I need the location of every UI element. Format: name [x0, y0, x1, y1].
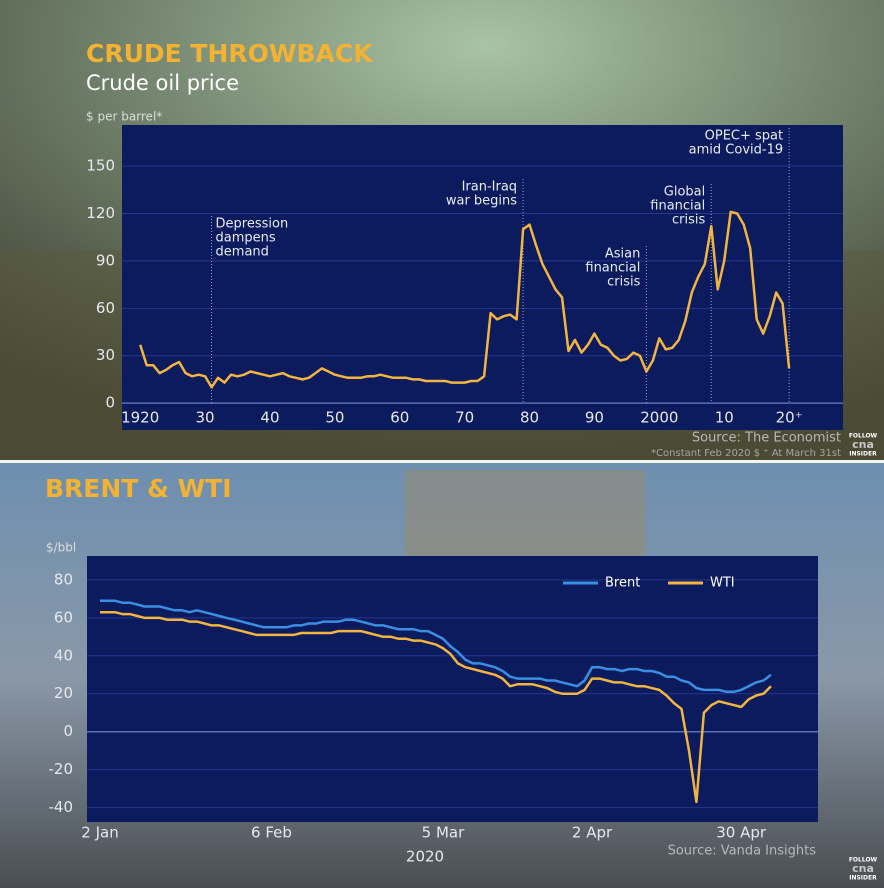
- divider: [0, 460, 884, 463]
- annotation: demand: [216, 245, 269, 260]
- y-tick-label: 0: [63, 722, 73, 740]
- x-tick-label: 1920: [121, 409, 159, 427]
- annotation: crisis: [672, 213, 705, 228]
- y-tick-label: 20: [54, 684, 73, 702]
- annotation: dampens: [216, 231, 276, 246]
- x-tick-label: 30 Apr: [716, 824, 767, 842]
- x-tick-label: 30: [196, 409, 215, 427]
- y-tick-label: 90: [96, 251, 115, 269]
- watermark: cna: [852, 862, 874, 875]
- y-axis-label: $/bbl: [46, 541, 76, 555]
- chart-title: BRENT & WTI: [45, 474, 232, 503]
- x-axis-label: 2020: [406, 848, 444, 866]
- annotation: Global: [664, 185, 705, 200]
- legend-label: WTI: [710, 576, 735, 591]
- data-line: [100, 599, 772, 694]
- footnote: *Constant Feb 2020 $ ⁺ At March 31st: [651, 448, 841, 459]
- watermark: FOLLOW: [849, 433, 878, 440]
- background-pumpjack: [405, 470, 645, 560]
- legend-label: Brent: [605, 576, 640, 591]
- annotation: OPEC+ spat: [705, 129, 783, 144]
- source: Source: The Economist: [692, 431, 841, 446]
- x-tick-label: 2 Apr: [572, 824, 613, 842]
- annotation: Asian: [605, 247, 640, 262]
- x-tick-label: 6 Feb: [251, 824, 292, 842]
- y-tick-label: -20: [49, 760, 74, 778]
- x-tick-label: 80: [520, 409, 539, 427]
- x-tick-label: 2 Jan: [81, 824, 118, 842]
- plot-area: [122, 125, 843, 430]
- annotation: Depression: [216, 217, 289, 232]
- data-line: [139, 210, 791, 389]
- y-tick-label: 80: [54, 570, 73, 588]
- x-tick-label: 5 Mar: [422, 824, 465, 842]
- x-tick-label: 90: [585, 409, 604, 427]
- annotation: financial: [650, 199, 705, 214]
- x-tick-label: 60: [390, 409, 409, 427]
- x-tick-label: 40: [260, 409, 279, 427]
- x-tick-label: 70: [455, 409, 474, 427]
- x-tick-label: 50: [325, 409, 344, 427]
- annotation: Iran-Iraq: [462, 180, 517, 195]
- x-tick-label: 10: [715, 409, 734, 427]
- charts: CRUDE THROWBACK Crude oil price $ per barr…: [45, 39, 878, 882]
- y-tick-label: 120: [86, 204, 115, 222]
- watermark: FOLLOW: [849, 857, 878, 864]
- y-tick-label: 40: [54, 646, 73, 664]
- y-tick-label: 60: [54, 608, 73, 626]
- watermark: INSIDER: [849, 875, 877, 882]
- x-tick-label: 2000: [640, 409, 678, 427]
- watermark: INSIDER: [849, 451, 877, 458]
- y-tick-label: 30: [96, 346, 115, 364]
- y-tick-label: -40: [49, 798, 74, 816]
- y-tick-label: 60: [96, 299, 115, 317]
- annotation: war begins: [446, 194, 517, 209]
- annotation: amid Covid-19: [689, 143, 783, 158]
- y-tick-label: 0: [105, 394, 115, 412]
- x-tick-label: 20⁺: [776, 409, 803, 427]
- annotation: crisis: [607, 275, 640, 290]
- chart-title: CRUDE THROWBACK: [86, 39, 374, 68]
- chart-subtitle: Crude oil price: [86, 71, 239, 95]
- watermark: cna: [852, 438, 874, 451]
- annotation: financial: [585, 261, 640, 276]
- data-line: [100, 610, 772, 804]
- y-tick-label: 150: [86, 157, 115, 175]
- y-axis-label: $ per barrel*: [86, 110, 162, 124]
- source: Source: Vanda Insights: [668, 844, 817, 859]
